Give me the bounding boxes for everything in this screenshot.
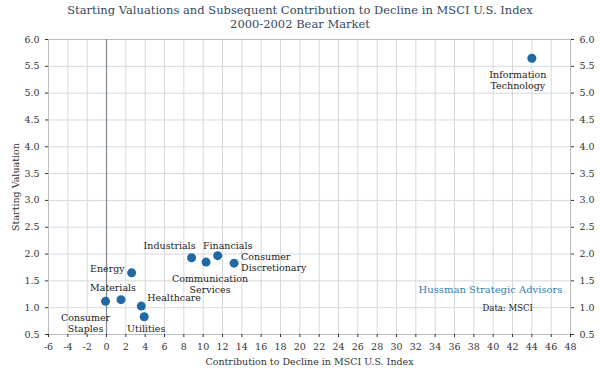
svg-text:3.5: 3.5 xyxy=(24,168,39,179)
svg-text:2.5: 2.5 xyxy=(24,221,39,232)
svg-text:3.5: 3.5 xyxy=(580,168,595,179)
svg-text:6.0: 6.0 xyxy=(580,34,595,45)
svg-text:Financials: Financials xyxy=(203,240,253,251)
svg-text:2.0: 2.0 xyxy=(24,248,39,259)
svg-text:1.0: 1.0 xyxy=(580,302,595,313)
svg-text:28: 28 xyxy=(371,341,383,352)
svg-text:-6: -6 xyxy=(44,341,53,352)
svg-text:48: 48 xyxy=(564,341,576,352)
svg-text:4: 4 xyxy=(142,341,148,352)
svg-text:1.5: 1.5 xyxy=(24,275,39,286)
svg-text:10: 10 xyxy=(197,341,209,352)
svg-text:34: 34 xyxy=(429,341,441,352)
svg-text:Hussman Strategic Advisors: Hussman Strategic Advisors xyxy=(419,284,563,295)
svg-text:5.0: 5.0 xyxy=(24,87,39,98)
svg-text:40: 40 xyxy=(487,341,499,352)
svg-text:InformationTechnology: InformationTechnology xyxy=(489,69,546,91)
svg-text:Industrials: Industrials xyxy=(144,240,196,251)
svg-text:3.0: 3.0 xyxy=(24,194,39,205)
svg-text:32: 32 xyxy=(410,341,422,352)
svg-text:18: 18 xyxy=(274,341,286,352)
svg-text:36: 36 xyxy=(448,341,460,352)
svg-text:ConsumerDiscretionary: ConsumerDiscretionary xyxy=(241,251,307,273)
svg-text:4.5: 4.5 xyxy=(580,114,595,125)
svg-text:Healthcare: Healthcare xyxy=(147,291,201,303)
svg-text:16: 16 xyxy=(255,341,267,352)
svg-text:1.5: 1.5 xyxy=(580,275,595,286)
svg-text:3.0: 3.0 xyxy=(580,194,595,205)
svg-text:26: 26 xyxy=(352,341,364,352)
svg-text:CommunicationServices: CommunicationServices xyxy=(172,273,248,295)
svg-text:4.5: 4.5 xyxy=(24,114,39,125)
svg-text:4.0: 4.0 xyxy=(580,141,595,152)
svg-text:-2: -2 xyxy=(83,341,92,352)
svg-text:5.5: 5.5 xyxy=(580,60,595,71)
svg-text:24: 24 xyxy=(332,341,344,352)
svg-text:6.0: 6.0 xyxy=(24,34,39,45)
svg-text:1.0: 1.0 xyxy=(24,302,39,313)
svg-text:44: 44 xyxy=(526,341,538,352)
svg-text:14: 14 xyxy=(236,341,248,352)
svg-text:38: 38 xyxy=(468,341,480,352)
svg-text:46: 46 xyxy=(545,341,557,352)
svg-text:8: 8 xyxy=(181,341,187,352)
svg-text:20: 20 xyxy=(294,341,306,352)
svg-text:Utilities: Utilities xyxy=(127,323,165,334)
svg-text:2.0: 2.0 xyxy=(580,248,595,259)
svg-text:Data: MSCI: Data: MSCI xyxy=(483,303,533,313)
svg-text:ConsumerStaples: ConsumerStaples xyxy=(61,312,111,334)
svg-text:Energy: Energy xyxy=(90,263,125,274)
svg-text:42: 42 xyxy=(506,341,518,352)
svg-text:5.5: 5.5 xyxy=(24,60,39,71)
svg-text:0.5: 0.5 xyxy=(580,329,595,340)
svg-text:0.5: 0.5 xyxy=(24,329,39,340)
svg-text:Starting Valuation: Starting Valuation xyxy=(10,143,21,231)
svg-text:Materials: Materials xyxy=(90,282,136,293)
svg-text:30: 30 xyxy=(390,341,402,352)
html-text:Starting Valuations and Subseq: Starting Valuations and Subsequent Contr… xyxy=(67,3,533,17)
svg-text:2.5: 2.5 xyxy=(580,221,595,232)
svg-text:-4: -4 xyxy=(63,341,72,352)
svg-text:5.0: 5.0 xyxy=(580,87,595,98)
svg-text:4.0: 4.0 xyxy=(24,141,39,152)
html-text:2000-2002 Bear Market: 2000-2002 Bear Market xyxy=(230,17,370,31)
svg-text:0: 0 xyxy=(103,341,109,352)
svg-text:12: 12 xyxy=(216,341,228,352)
svg-text:22: 22 xyxy=(313,341,325,352)
svg-text:2: 2 xyxy=(123,341,129,352)
svg-text:6: 6 xyxy=(161,341,167,352)
svg-text:Contribution to Decline in MSC: Contribution to Decline in MSCI U.S. Ind… xyxy=(205,356,414,367)
